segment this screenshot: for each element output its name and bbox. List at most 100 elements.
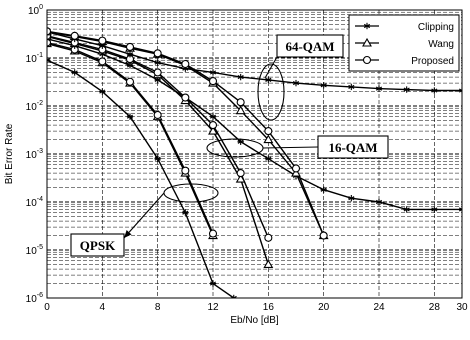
x-tick-label: 28: [429, 302, 441, 313]
y-axis-label: Bit Error Rate: [4, 123, 15, 184]
data-point: [375, 198, 383, 206]
annotation-label: 64-QAM: [285, 39, 334, 54]
y-tick-label: 10-1: [26, 52, 43, 65]
y-tick-label: 10-5: [26, 244, 43, 257]
data-point: [209, 69, 217, 76]
data-point: [71, 69, 78, 76]
y-tick-label: 10-3: [26, 148, 43, 161]
annotation-box: [276, 34, 344, 58]
data-point: [348, 194, 355, 202]
data-point: [375, 85, 383, 92]
annotation-arrow: [262, 146, 319, 149]
x-axis-label: Eb/No [dB]: [230, 315, 279, 326]
x-tick-label: 24: [373, 302, 385, 313]
y-tick-label: 10-6: [26, 292, 43, 305]
data-point: [153, 110, 162, 120]
annotations: 64-QAM 16-QAM QPSK: [70, 34, 389, 257]
data-point: [209, 280, 217, 287]
y-tick-label: 10-4: [26, 196, 43, 209]
annotation-label: 16-QAM: [328, 140, 377, 155]
data-point: [99, 88, 106, 95]
x-tick-label: 4: [100, 302, 106, 313]
annotation-box: [317, 135, 389, 159]
x-tick-label: 30: [456, 302, 468, 313]
data-point: [181, 93, 190, 102]
data-point: [403, 86, 410, 93]
data-point: [153, 49, 162, 58]
data-point: [98, 57, 107, 66]
legend-entry-label: Proposed: [411, 56, 454, 67]
x-tick-label: 20: [318, 302, 330, 313]
data-point: [230, 294, 237, 298]
annotation-label: QPSK: [80, 238, 116, 253]
data-point: [431, 87, 438, 94]
data-point: [154, 59, 161, 66]
data-point: [348, 83, 355, 91]
data-point: [292, 79, 300, 87]
series-line: [47, 38, 462, 211]
x-tick-label: 0: [44, 302, 50, 313]
y-tick-label: 10-2: [26, 100, 43, 113]
data-point: [263, 134, 274, 144]
data-point: [181, 59, 190, 69]
data-point: [403, 206, 410, 213]
legend-swatch-marker: [362, 37, 372, 47]
series-line: [47, 59, 235, 298]
data-point: [154, 155, 161, 162]
data-point: [208, 125, 218, 135]
data-point: [237, 73, 244, 81]
plot-frame: [46, 9, 463, 299]
data-point: [181, 166, 190, 175]
data-point: [47, 56, 51, 64]
data-point: [264, 127, 273, 136]
data-point: [265, 76, 272, 84]
data-point: [236, 98, 245, 107]
data-point: [125, 77, 135, 86]
data-point: [208, 77, 218, 86]
data-point: [208, 229, 218, 238]
data-point: [47, 27, 52, 36]
data-point: [291, 167, 301, 177]
data-point: [263, 259, 274, 268]
data-point: [208, 121, 218, 130]
data-point: [235, 105, 246, 115]
annotation-box: [70, 233, 125, 257]
legend: Clipping Wang Proposed: [348, 14, 460, 72]
series-markers: [47, 26, 462, 298]
legend-entry-label: Clipping: [418, 22, 454, 33]
data-point: [265, 155, 272, 162]
data-point: [153, 68, 162, 77]
series-line: [47, 31, 462, 92]
data-point: [126, 113, 134, 120]
data-point: [182, 209, 189, 216]
data-point: [320, 186, 327, 193]
x-tick-label: 8: [155, 302, 161, 313]
data-point: [235, 173, 246, 183]
legend-swatch-marker: [363, 22, 371, 30]
data-point: [236, 169, 245, 178]
legend-entry-label: Wang: [428, 39, 454, 50]
x-tick-label: 12: [207, 302, 219, 313]
data-point: [291, 164, 301, 173]
annotation-arrow: [264, 56, 278, 79]
y-tick-label: 100: [28, 4, 43, 17]
data-point: [458, 206, 462, 213]
data-point: [126, 50, 134, 58]
legend-swatch-marker: [362, 55, 372, 65]
data-point: [125, 42, 135, 51]
data-point: [431, 206, 438, 213]
data-point: [458, 87, 462, 94]
annotation-arrow: [123, 192, 165, 239]
data-point: [319, 231, 328, 240]
grid: [47, 10, 462, 298]
data-point: [237, 138, 244, 145]
data-point: [47, 38, 52, 47]
data-point: [70, 31, 79, 40]
data-point: [264, 233, 273, 242]
data-point: [320, 82, 327, 89]
data-point: [209, 113, 217, 120]
annotation-ellipse: [257, 63, 285, 121]
data-point: [98, 36, 107, 45]
x-tick-label: 16: [263, 302, 275, 313]
